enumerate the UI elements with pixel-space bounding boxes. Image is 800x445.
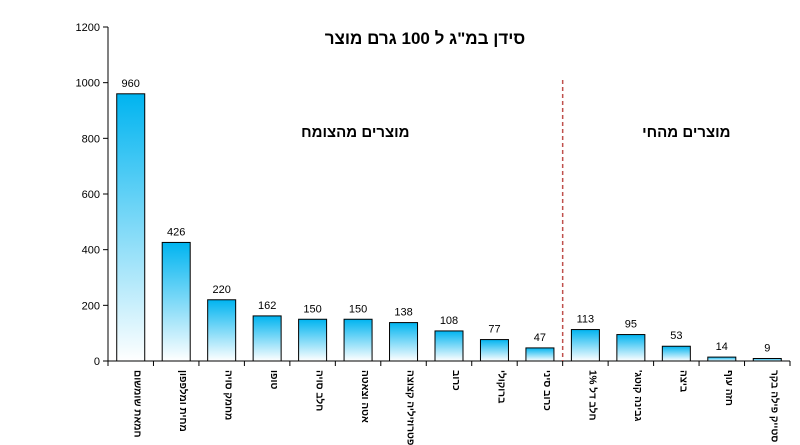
group-label: מוצרים מהצומח bbox=[301, 124, 409, 141]
category-label: טופו bbox=[268, 370, 279, 390]
bar bbox=[389, 322, 419, 362]
bar bbox=[161, 241, 191, 362]
labels: 960 חמאת שומשום 426 מחית ומלפפון 220 מחמק סוי… bbox=[122, 78, 781, 445]
bar bbox=[252, 315, 282, 362]
chart-title: סידן במ"ג ל 100 גרם מוצר bbox=[325, 29, 525, 48]
bar-value-label: 150 bbox=[303, 303, 321, 315]
bar-value-label: 14 bbox=[716, 341, 728, 353]
bar-value-label: 220 bbox=[212, 284, 230, 296]
bar-value-label: 53 bbox=[670, 330, 682, 342]
bar bbox=[616, 334, 646, 362]
bar bbox=[343, 318, 373, 362]
category-label: סטייק פילה בקר bbox=[768, 370, 780, 442]
bar bbox=[298, 318, 328, 362]
bars bbox=[116, 93, 782, 362]
bar bbox=[661, 345, 691, 362]
category-label: ברוקולי bbox=[495, 370, 507, 404]
y-tick-label: 600 bbox=[82, 189, 100, 201]
y-tick-label: 400 bbox=[82, 245, 100, 257]
bar bbox=[570, 329, 600, 362]
category-label: חלב סויה bbox=[314, 370, 326, 411]
y-tick-label: 200 bbox=[82, 300, 100, 312]
bar-value-label: 426 bbox=[167, 226, 185, 238]
y-tick-label: 1000 bbox=[76, 78, 100, 90]
category-label: חזה עוף bbox=[723, 370, 734, 406]
category-label: אטה וצאטה bbox=[359, 370, 370, 423]
category-label: ביצה bbox=[677, 370, 688, 393]
bar bbox=[752, 357, 782, 362]
bar-value-label: 95 bbox=[625, 319, 637, 331]
bar-value-label: 47 bbox=[534, 332, 546, 344]
bar-value-label: 77 bbox=[488, 324, 500, 336]
category-label: פטרוזיליה קצוצה bbox=[405, 370, 417, 445]
category-label: מחמק סויה bbox=[223, 370, 234, 420]
bar-value-label: 162 bbox=[258, 300, 276, 312]
bar bbox=[479, 339, 509, 362]
category-label: מחית ומלפפון bbox=[177, 370, 189, 432]
bar bbox=[116, 93, 146, 362]
category-label: גבינה קוטג' bbox=[632, 370, 643, 422]
bar-value-label: 108 bbox=[440, 315, 458, 327]
bar-value-label: 9 bbox=[764, 342, 770, 354]
y-tick-label: 0 bbox=[94, 356, 100, 368]
category-label: כרוב bbox=[450, 370, 461, 391]
bar bbox=[525, 347, 555, 362]
bar bbox=[707, 356, 737, 362]
y-tick-label: 1200 bbox=[76, 22, 100, 34]
group-label: מוצרים מהחי bbox=[642, 124, 730, 141]
bar bbox=[207, 299, 237, 362]
bar-value-label: 960 bbox=[122, 78, 140, 90]
bar bbox=[434, 330, 464, 362]
bar-value-label: 113 bbox=[577, 314, 595, 326]
category-label: חמאת שומשום bbox=[132, 370, 143, 438]
bar-value-label: 138 bbox=[394, 307, 412, 319]
category-label: חלב דל 1% bbox=[586, 370, 598, 420]
category-label: כרוב סיני bbox=[541, 370, 552, 411]
y-tick-label: 800 bbox=[82, 133, 100, 145]
bar-value-label: 150 bbox=[349, 303, 367, 315]
